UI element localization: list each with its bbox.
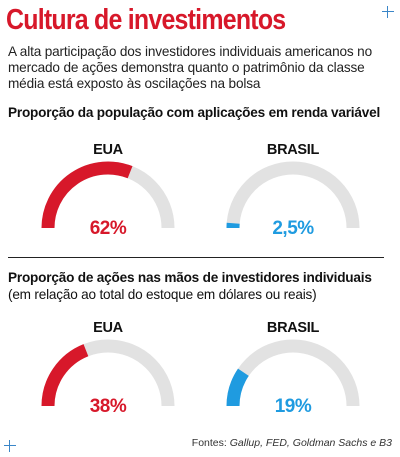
- gauge-fill: [226, 368, 249, 407]
- divider: [8, 257, 384, 258]
- gauge-value: 2,5%: [272, 218, 314, 239]
- gauge-svg: [226, 339, 360, 407]
- gauge-fill: [41, 344, 89, 407]
- section-2-subtitle: (em relação ao total do estoque em dólar…: [8, 287, 317, 302]
- gauge-fill: [41, 161, 133, 229]
- gauge-svg: [41, 339, 175, 407]
- gauge-label: EUA: [93, 142, 123, 158]
- gauge-value: 62%: [89, 218, 127, 239]
- gauge-svg: [41, 161, 175, 229]
- gauge-label: EUA: [93, 320, 123, 336]
- gauge-value: 38%: [89, 396, 127, 417]
- gauge-label: BRASIL: [266, 142, 320, 158]
- source-label: Fontes:: [191, 437, 227, 449]
- gauge-eua-population: EUA 62%: [33, 142, 183, 242]
- section-2-title: Proporção de ações nas mãos de investido…: [8, 270, 372, 285]
- gauge-brasil-shares: BRASIL 19%: [218, 320, 368, 420]
- source-names: Gallup, FED, Goldman Sachs e B3: [229, 437, 392, 449]
- gauge-svg: [226, 161, 360, 229]
- chart-title: Cultura de investimentos: [6, 4, 286, 36]
- gauge-label: BRASIL: [266, 320, 320, 336]
- chart-subtitle: A alta participação dos investidores ind…: [8, 44, 372, 91]
- gauge-brasil-population: BRASIL 2,5%: [218, 142, 368, 242]
- gauge-track: [226, 161, 360, 229]
- source-note: Fontes: Gallup, FED, Goldman Sachs e B3: [192, 437, 392, 449]
- gauge-eua-shares: EUA 38%: [33, 320, 183, 420]
- crosshair-icon: [4, 440, 16, 452]
- section-1-title: Proporção da população com aplicações em…: [8, 105, 381, 120]
- gauge-value: 19%: [274, 396, 312, 417]
- crosshair-icon: [382, 6, 394, 18]
